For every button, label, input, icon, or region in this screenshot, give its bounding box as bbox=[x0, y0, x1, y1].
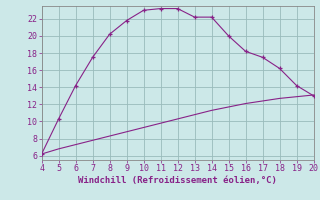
X-axis label: Windchill (Refroidissement éolien,°C): Windchill (Refroidissement éolien,°C) bbox=[78, 176, 277, 185]
